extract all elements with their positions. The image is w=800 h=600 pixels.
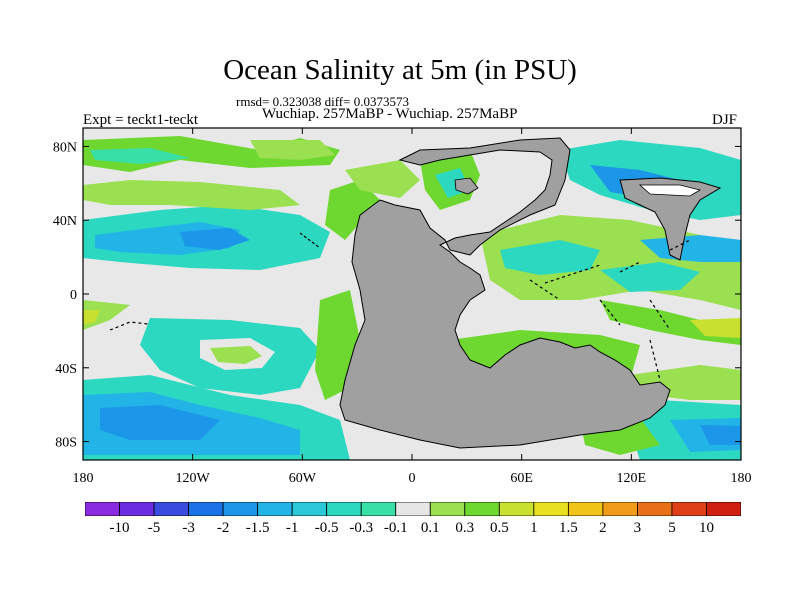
- colorbar-swatch: [533, 502, 569, 516]
- y-tick-label: 80S: [55, 436, 77, 451]
- colorbar-label: 0.1: [420, 520, 440, 536]
- map-field: [83, 128, 741, 460]
- colorbar-label: -0.5: [314, 520, 339, 536]
- colorbar-label: 0.3: [455, 520, 475, 536]
- x-tick-label: 120E: [617, 471, 647, 486]
- colorbar-swatch: [85, 502, 120, 516]
- colorbar-swatch: [671, 502, 707, 516]
- colorbar-label: 2: [599, 520, 607, 536]
- coast-dashes: [109, 232, 691, 381]
- colorbar: [85, 502, 741, 516]
- x-tick-label: 120W: [176, 471, 211, 486]
- map-title: Ocean Salinity at 5m (in PSU): [223, 54, 577, 86]
- colorbar-label: -2: [216, 520, 230, 536]
- land: [339, 137, 722, 449]
- colorbar-swatch: [257, 502, 293, 516]
- y-tick-label: 0: [70, 288, 77, 303]
- x-tick-label: 0: [409, 471, 416, 486]
- colorbar-swatch: [429, 502, 466, 516]
- x-tick-label: 180: [731, 471, 752, 486]
- colorbar-label: -0.1: [383, 520, 408, 536]
- y-tick-label: 40N: [53, 214, 77, 229]
- colorbar-swatch: [119, 502, 155, 516]
- colorbar-label: -1.5: [245, 520, 270, 536]
- colorbar-label: 1.5: [558, 520, 578, 536]
- colorbar-swatch: [326, 502, 362, 516]
- colorbar-label: 3: [633, 520, 642, 536]
- colorbar-swatch: [222, 502, 259, 516]
- colorbar-swatch: [360, 502, 397, 516]
- colorbar-label: -3: [182, 520, 195, 536]
- colorbar-label: -10: [109, 520, 130, 536]
- map-subtitle: Wuchiap. 257MaBP - Wuchiap. 257MaBP: [262, 106, 518, 122]
- colorbar-label: 0.5: [489, 520, 509, 536]
- colorbar-swatch: [706, 502, 741, 516]
- colorbar-swatch: [464, 502, 500, 516]
- x-tick-label: 60E: [510, 471, 533, 486]
- colorbar-swatch: [602, 502, 638, 516]
- stats-line: rmsd= 0.323038 diff= 0.0373573: [236, 94, 409, 109]
- colorbar-swatch: [291, 502, 328, 516]
- colorbar-label: -5: [147, 520, 161, 536]
- y-tick-label: 80N: [53, 140, 77, 155]
- colorbar-label: 10: [698, 520, 714, 536]
- y-tick-label: 40S: [55, 362, 77, 377]
- season-label: DJF: [712, 112, 738, 128]
- colorbar-label: 5: [668, 520, 676, 536]
- colorbar-label: -0.3: [349, 520, 374, 536]
- colorbar-label: 1: [530, 520, 538, 536]
- colorbar-swatch: [498, 502, 535, 516]
- colorbar-swatch: [188, 502, 224, 516]
- colorbar-labels: -10 -5 -3 -2 -1.5 -1 -0.5 -0.3 -0.1 0.1 0.3 0.5 1 1.5…: [0, 520, 800, 540]
- colorbar-swatch: [567, 502, 604, 516]
- x-tick-label: 60W: [289, 471, 317, 486]
- colorbar-swatch: [153, 502, 189, 516]
- x-tick-label: 180: [73, 471, 94, 486]
- experiment-label: Expt = teckt1-teckt: [83, 112, 199, 128]
- colorbar-label: -1: [285, 520, 299, 536]
- colorbar-swatch: [637, 502, 673, 516]
- axis-ticks: 180 120W 60W 0 60E 120E 180 80N 40N 0 40S 80S: [53, 128, 752, 486]
- colorbar-swatch: [395, 502, 431, 516]
